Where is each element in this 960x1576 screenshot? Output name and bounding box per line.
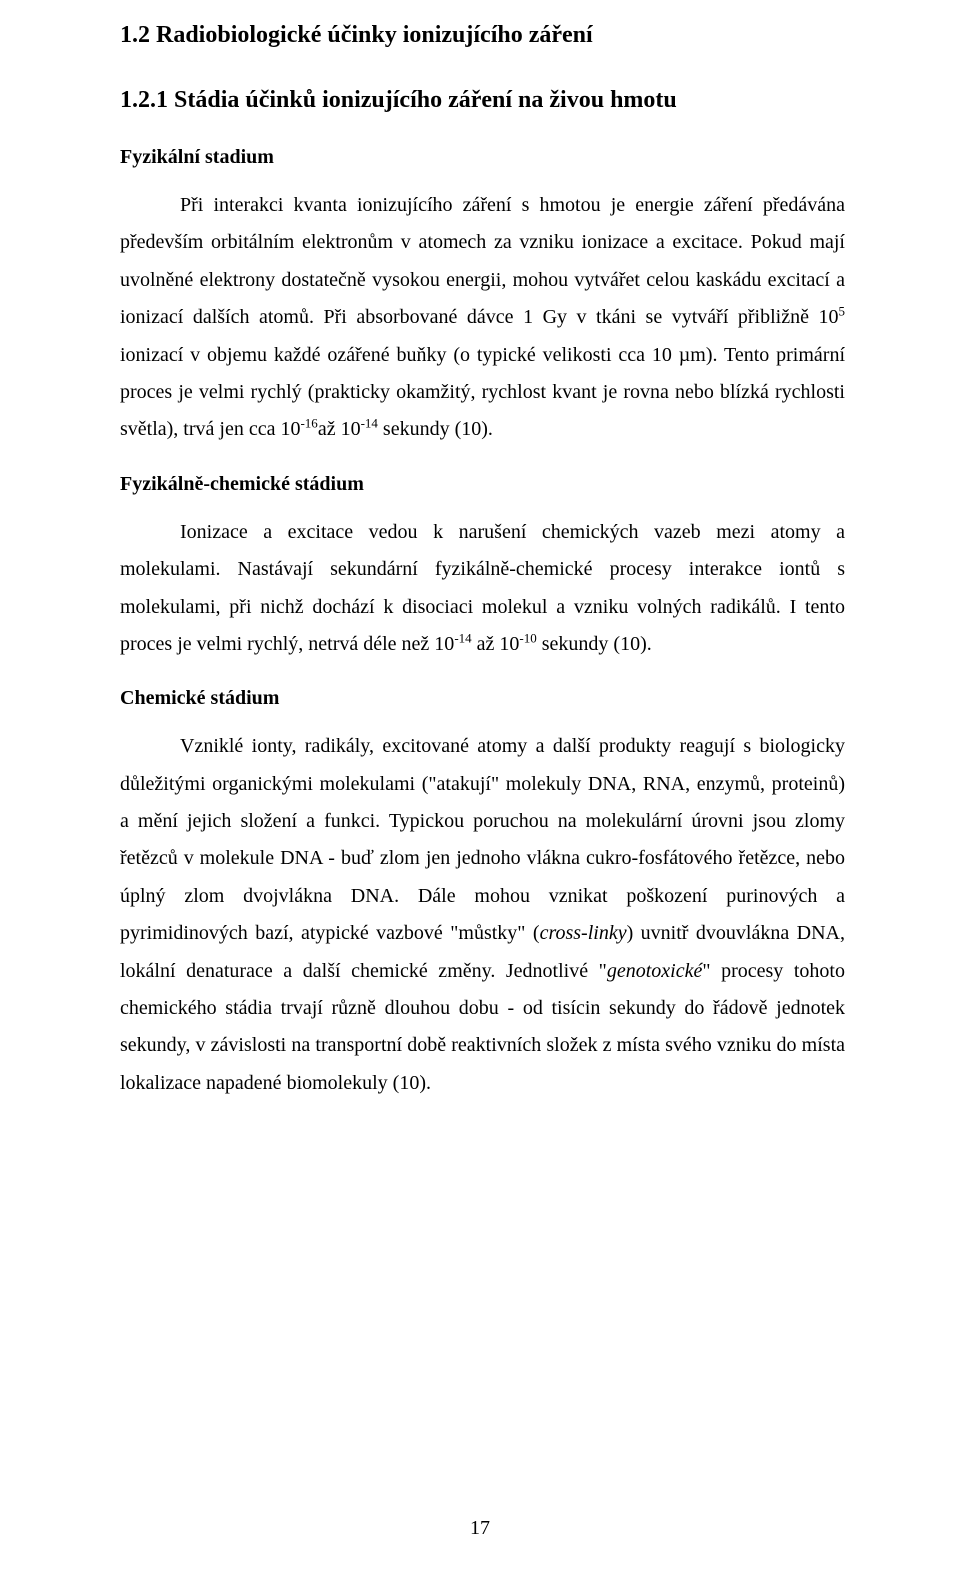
superscript: -16: [300, 416, 317, 431]
superscript: -14: [361, 416, 378, 431]
body-text: až 10: [472, 633, 520, 655]
paragraph-physical: Při interakci kvanta ionizujícího záření…: [120, 187, 845, 449]
superscript: 5: [839, 304, 846, 319]
page-number: 17: [0, 1517, 960, 1540]
body-text: Vzniklé ionty, radikály, excitované atom…: [120, 735, 845, 944]
paragraph-physchem: Ionizace a excitace vedou k narušení che…: [120, 514, 845, 664]
body-text: sekundy (10).: [537, 633, 652, 655]
document-page: 1.2 Radiobiologické účinky ionizujícího …: [0, 0, 960, 1576]
subheading-physical: Fyzikální stadium: [120, 146, 845, 169]
italic-text: cross-linky: [540, 922, 627, 944]
superscript: -14: [454, 630, 471, 645]
italic-text: genotoxické: [607, 960, 703, 982]
body-text: sekundy (10).: [378, 418, 493, 440]
subsection-heading: 1.2.1 Stádia účinků ionizujícího záření …: [120, 87, 845, 114]
superscript: -10: [519, 630, 536, 645]
subheading-chemical: Chemické stádium: [120, 687, 845, 710]
paragraph-chemical: Vzniklé ionty, radikály, excitované atom…: [120, 728, 845, 1102]
body-text: až 10: [318, 418, 361, 440]
body-text: Při interakci kvanta ionizujícího záření…: [120, 194, 845, 253]
subheading-physchem: Fyzikálně-chemické stádium: [120, 473, 845, 496]
section-heading: 1.2 Radiobiologické účinky ionizujícího …: [120, 22, 845, 49]
